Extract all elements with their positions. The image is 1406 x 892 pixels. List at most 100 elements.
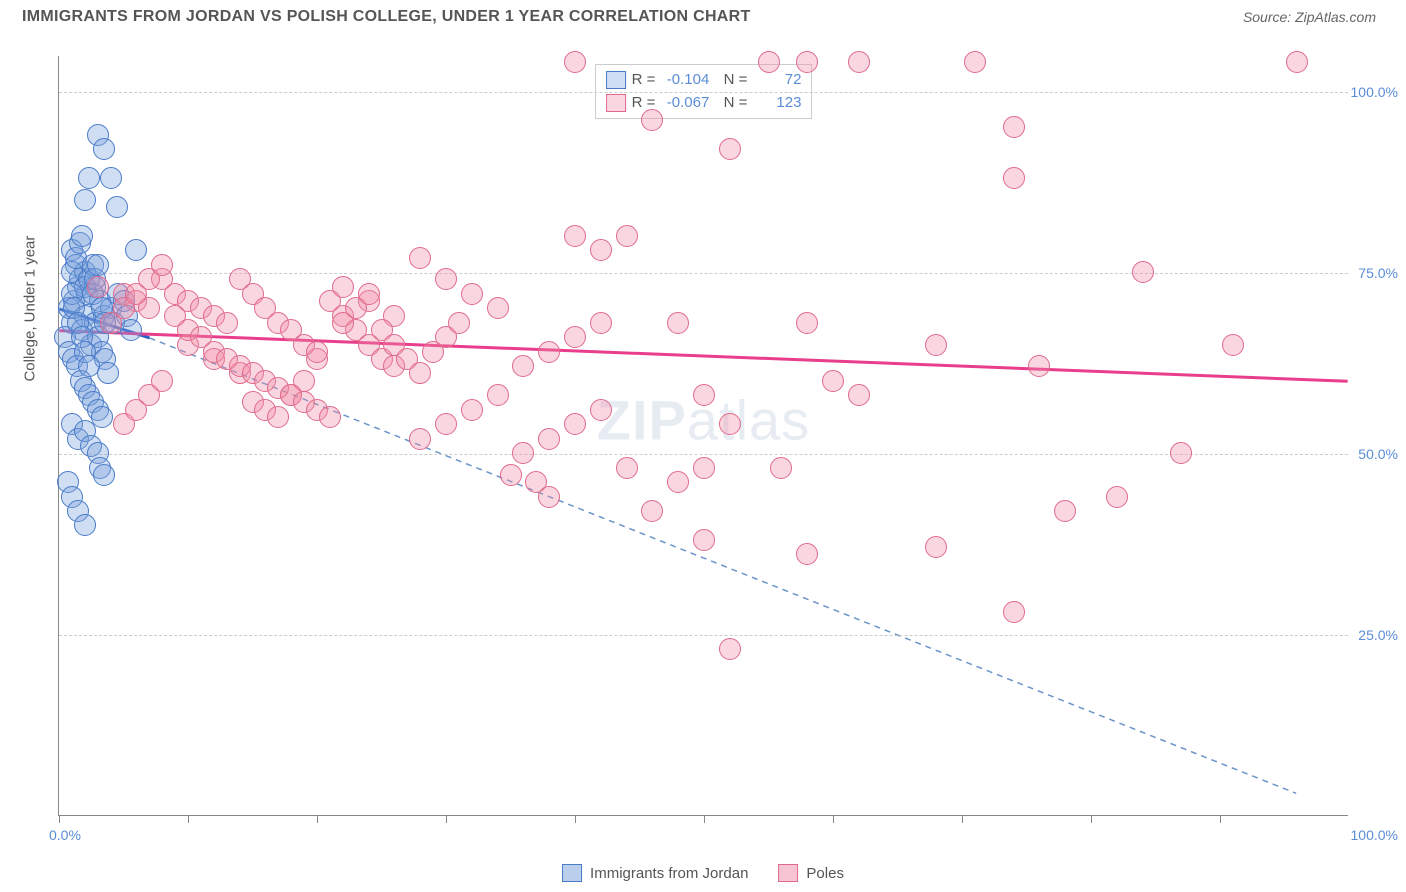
y-tick-label: 50.0% [1358,446,1398,462]
data-point [1003,601,1025,623]
data-point [538,428,560,450]
series-legend-item: Immigrants from Jordan [562,864,748,882]
chart-header: IMMIGRANTS FROM JORDAN VS POLISH COLLEGE… [0,0,1406,34]
data-point [358,283,380,305]
data-point [120,319,142,341]
legend-n-value: 123 [753,92,801,115]
data-point [719,638,741,660]
data-point [590,399,612,421]
data-point [487,384,509,406]
x-tick [188,815,189,823]
data-point [848,384,870,406]
data-point [512,442,534,464]
data-point [332,276,354,298]
data-point [822,370,844,392]
x-axis-end-label: 100.0% [1351,827,1398,843]
data-point [641,109,663,131]
data-point [409,247,431,269]
series-legend: Immigrants from Jordan Poles [562,864,844,882]
data-point [435,268,457,290]
data-point [564,413,586,435]
legend-n-value: 72 [753,69,801,92]
data-point [74,514,96,536]
gridline-h [59,454,1348,455]
data-point [71,225,93,247]
data-point [1286,51,1308,73]
data-point [538,486,560,508]
legend-r-value: -0.104 [661,69,709,92]
data-point [487,297,509,319]
data-point [151,254,173,276]
data-point [78,355,100,377]
data-point [796,543,818,565]
data-point [538,341,560,363]
y-axis-title: College, Under 1 year [22,236,39,382]
chart-title: IMMIGRANTS FROM JORDAN VS POLISH COLLEGE… [22,8,751,26]
y-tick-label: 25.0% [1358,627,1398,643]
series-legend-item: Poles [778,864,844,882]
legend-r-value: -0.067 [661,92,709,115]
legend-swatch [562,864,582,882]
data-point [1003,116,1025,138]
x-tick [446,815,447,823]
data-point [667,312,689,334]
data-point [461,399,483,421]
data-point [87,276,109,298]
legend-label: Poles [806,865,844,882]
data-point [216,312,238,334]
data-point [693,529,715,551]
x-tick [704,815,705,823]
data-point [1132,261,1154,283]
x-tick [833,815,834,823]
data-point [500,464,522,486]
x-tick [1220,815,1221,823]
y-tick-label: 75.0% [1358,265,1398,281]
data-point [319,406,341,428]
data-point [125,239,147,261]
data-point [719,138,741,160]
chart-source: Source: ZipAtlas.com [1243,9,1376,25]
legend-swatch [778,864,798,882]
data-point [409,428,431,450]
data-point [964,51,986,73]
data-point [78,167,100,189]
x-tick [575,815,576,823]
gridline-h [59,92,1348,93]
data-point [796,312,818,334]
data-point [409,362,431,384]
data-point [1106,486,1128,508]
x-axis-start-label: 0.0% [49,827,81,843]
legend-r-label: R = [632,69,656,92]
data-point [641,500,663,522]
data-point [1170,442,1192,464]
data-point [693,457,715,479]
data-point [616,457,638,479]
data-point [590,312,612,334]
data-point [1054,500,1076,522]
data-point [719,413,741,435]
data-point [564,51,586,73]
legend-label: Immigrants from Jordan [590,865,748,882]
data-point [564,225,586,247]
gridline-h [59,635,1348,636]
data-point [616,225,638,247]
gridline-h [59,273,1348,274]
x-tick [59,815,60,823]
data-point [1222,334,1244,356]
legend-swatch [606,94,626,112]
data-point [693,384,715,406]
data-point [448,312,470,334]
legend-n-label: N = [715,92,747,115]
scatter-chart: ZIPatlas R =-0.104 N =72R =-0.067 N =123… [58,56,1348,816]
data-point [667,471,689,493]
data-point [1028,355,1050,377]
data-point [1003,167,1025,189]
data-point [435,413,457,435]
data-point [100,167,122,189]
data-point [796,51,818,73]
legend-n-label: N = [715,69,747,92]
data-point [97,362,119,384]
trend-lines [59,56,1348,815]
data-point [151,370,173,392]
data-point [461,283,483,305]
